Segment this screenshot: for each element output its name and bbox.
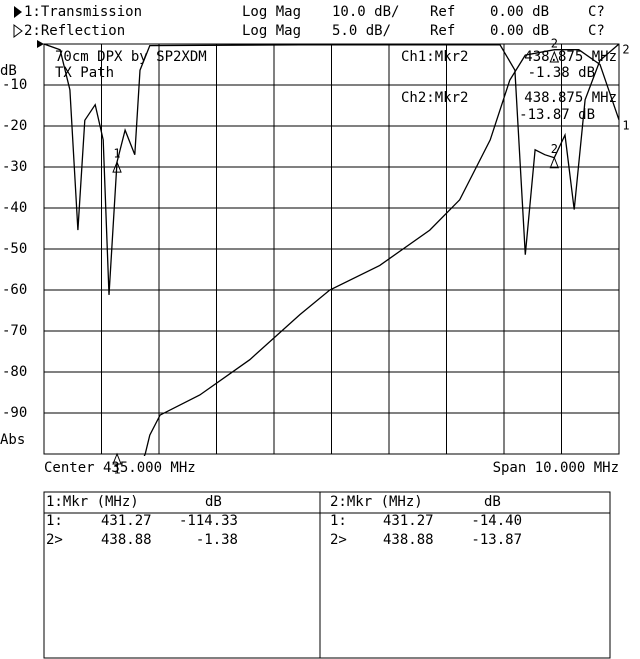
trace	[143, 49, 620, 456]
table-cell: 2>	[46, 532, 63, 548]
readout-name: Ch1:Mkr2	[401, 49, 468, 65]
y-tick-label: -20	[2, 118, 27, 134]
y-tick-label: -50	[2, 241, 27, 257]
table-cell: 431.27	[101, 513, 152, 529]
channel-ref: 0.00 dB	[490, 4, 549, 20]
channel-scale: 5.0 dB/	[332, 23, 391, 39]
table-cell: 2>	[330, 532, 347, 548]
readout-freq: 438.875 MHz	[524, 49, 617, 65]
channel-format: Log Mag	[242, 23, 301, 39]
table-cell: -114.33	[179, 513, 238, 529]
channel-ref-label: Ref	[430, 23, 455, 39]
trace-end-label: 1	[622, 118, 629, 132]
table-cell: 431.27	[383, 513, 434, 529]
table-cell: -1.38	[196, 532, 238, 548]
chart-subtitle: TX Path	[55, 65, 114, 81]
marker	[112, 160, 122, 173]
channel-scale: 10.0 dB/	[332, 4, 399, 20]
channel-name: 2:Reflection	[24, 23, 125, 39]
y-tick-label: -40	[2, 200, 27, 216]
span-label: Span 10.000 MHz	[493, 460, 619, 476]
table-head: 1:Mkr (MHz)	[46, 494, 139, 510]
table-cell: 1:	[330, 513, 347, 529]
table-head: dB	[205, 494, 222, 510]
marker-label: 2	[551, 142, 558, 156]
readout-level: -1.38 dB	[528, 65, 595, 81]
y-tick-label: -60	[2, 282, 27, 298]
y-axis-label: dB	[0, 63, 17, 79]
marker	[549, 50, 560, 63]
table-cell: -14.40	[471, 513, 522, 529]
chart-title: 70cm DPX by SP2XDM	[55, 49, 207, 65]
trace	[44, 43, 620, 295]
center-label: Center 435.000 MHz	[44, 460, 196, 476]
channel-format: Log Mag	[242, 4, 301, 20]
table-head: dB	[484, 494, 501, 510]
marker-label: 1	[113, 463, 120, 477]
y-tick-label: -10	[2, 77, 27, 93]
readout-freq: 438.875 MHz	[524, 90, 617, 106]
active-channel-icon	[14, 6, 22, 18]
ref-pointer	[37, 40, 44, 48]
channel-ref: 0.00 dB	[490, 23, 549, 39]
y-tick-label: -30	[2, 159, 27, 175]
channel-name: 1:Transmission	[24, 4, 142, 20]
marker	[112, 452, 122, 465]
marker-label: 1	[113, 147, 120, 161]
marker-label: 2	[551, 37, 558, 51]
readout-level: -13.87 dB	[519, 107, 595, 123]
table-cell: 438.88	[101, 532, 152, 548]
channel-cal: C?	[588, 23, 605, 39]
table-cell: -13.87	[471, 532, 522, 548]
y-tick-label: -80	[2, 364, 27, 380]
channel-cal: C?	[588, 4, 605, 20]
marker	[549, 156, 560, 169]
table-cell: 438.88	[383, 532, 434, 548]
y-tick-label: -90	[2, 405, 27, 421]
y-axis-label-bottom: Abs	[0, 432, 25, 448]
table-cell: 1:	[46, 513, 63, 529]
table-frame	[43, 491, 611, 659]
plot-area	[44, 43, 620, 456]
readout-name: Ch2:Mkr2	[401, 90, 468, 106]
channel-icon	[13, 24, 23, 38]
table-head: 2:Mkr (MHz)	[330, 494, 423, 510]
y-tick-label: -70	[2, 323, 27, 339]
trace-end-label: 2	[622, 43, 629, 57]
channel-ref-label: Ref	[430, 4, 455, 20]
